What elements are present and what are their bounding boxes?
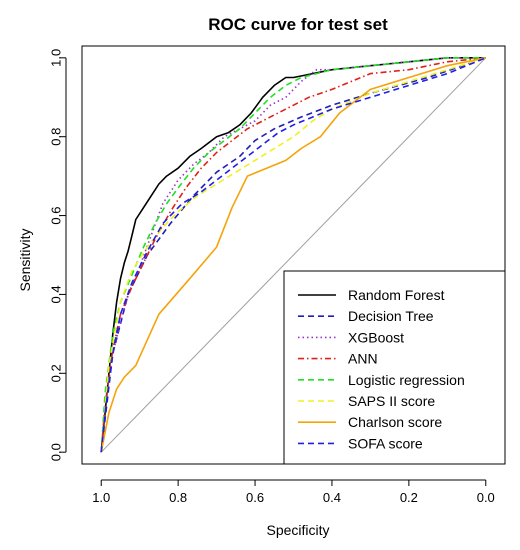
x-axis-label: Specificity [266,522,329,538]
chart-title: ROC curve for test set [208,15,388,34]
legend-label-ann: ANN [348,351,378,367]
y-tick-label: 0.0 [49,443,64,461]
series-line-sofa-score [100,57,487,453]
reference-diagonal-line [100,57,487,453]
legend: Random Forest Decision Tree XGBoost ANN Logi… [283,270,506,465]
legend-label-logistic-regression: Logistic regression [348,372,465,388]
legend-label-random-forest: Random Forest [348,287,445,303]
legend-label-xgboost: XGBoost [348,329,404,345]
legend-label-decision-tree: Decision Tree [348,308,434,324]
legend-label-sofa-score: SOFA score [348,435,423,451]
plot-layer [100,56,487,453]
series-line-saps-ii-score [100,57,487,453]
y-tick-label: 0.4 [49,285,64,303]
x-tick-label: 0.4 [323,490,341,505]
legend-label-saps-ii-score: SAPS II score [348,393,435,409]
legend-label-charlson-score: Charlson score [348,414,442,430]
y-tick-label: 1.0 [49,49,64,67]
x-tick-label: 0.6 [246,490,264,505]
y-tick-label: 0.8 [49,128,64,146]
series-line-charlson-score [100,57,486,453]
x-tick-label: 0.2 [400,490,418,505]
x-tick-label: 1.0 [92,490,110,505]
y-tick-label: 0.2 [49,364,64,382]
x-tick-label: 0.0 [477,490,495,505]
series-line-ann [100,57,486,453]
legend-box [283,270,506,465]
x-tick-label: 0.8 [169,490,187,505]
series-line-logistic-regression [100,56,486,453]
axes-layer: 1.0 0.8 0.6 0.4 0.2 0.0 0.0 0.2 0.4 0.6 0.8 1.0 [49,49,495,505]
series-line-decision-tree [100,57,487,453]
y-tick-label: 0.6 [49,207,64,225]
y-axis-label: Sensitivity [17,228,33,291]
